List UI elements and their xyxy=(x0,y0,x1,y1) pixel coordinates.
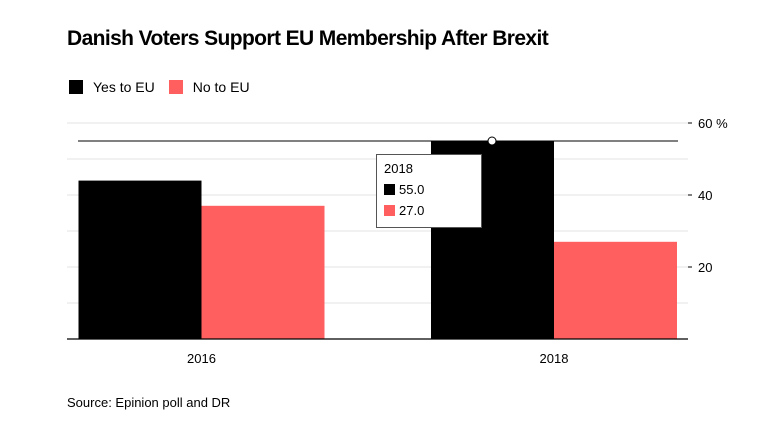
chart-title: Danish Voters Support EU Membership Afte… xyxy=(67,27,549,50)
x-tick-label: 2018 xyxy=(540,351,569,366)
tooltip: 2018 55.0 27.0 xyxy=(376,154,482,228)
bar-no-2018 xyxy=(554,241,677,339)
tooltip-value-no: 27.0 xyxy=(399,203,425,218)
y-tick-label: 20 xyxy=(698,260,712,275)
legend-label-yes: Yes to EU xyxy=(93,79,155,95)
y-tick-label: 60 % xyxy=(698,116,728,131)
legend-swatch-yes xyxy=(69,80,83,94)
legend-item-no[interactable]: No to EU xyxy=(168,79,250,95)
legend-item-yes[interactable]: Yes to EU xyxy=(69,79,155,95)
tooltip-title: 2018 xyxy=(384,161,413,176)
tooltip-swatch-no xyxy=(384,205,395,216)
tooltip-swatch-yes xyxy=(384,184,395,195)
y-tick-label: 40 xyxy=(698,188,712,203)
bar-no-2016 xyxy=(201,205,325,339)
source-note: Source: Epinion poll and DR xyxy=(67,395,231,410)
legend-swatch-no xyxy=(168,80,183,94)
x-tick-label: 2016 xyxy=(187,351,216,366)
bar-yes-2016 xyxy=(78,180,202,339)
hover-marker xyxy=(487,136,497,146)
tooltip-row-no: 27.0 xyxy=(384,203,481,218)
legend-label-no: No to EU xyxy=(192,79,250,95)
legend: Yes to EU No to EU xyxy=(69,79,264,95)
tooltip-value-yes: 55.0 xyxy=(399,182,425,197)
tooltip-row-yes: 55.0 xyxy=(384,182,481,197)
